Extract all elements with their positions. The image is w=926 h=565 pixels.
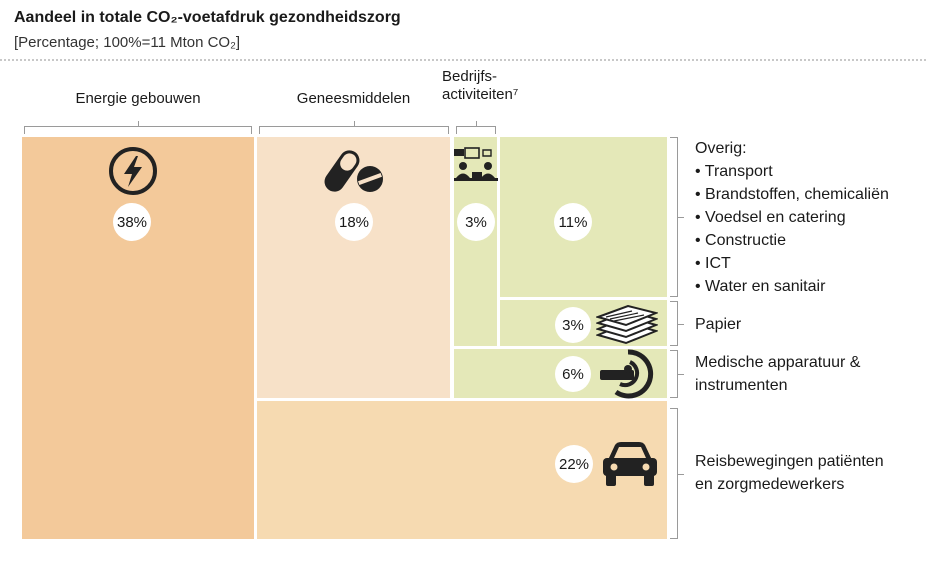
- data-label-energie-text: 38%: [116, 213, 148, 231]
- bracket-bedrijfs: [456, 121, 496, 134]
- cell-energie: [22, 137, 254, 539]
- bracket-papier: [670, 301, 684, 346]
- legend-overig-title: Overig:: [695, 140, 747, 157]
- cell-bedrijfs: [454, 137, 497, 346]
- paper-stack-icon: [596, 305, 658, 345]
- bracket-geneesmiddelen: [259, 121, 449, 134]
- group-label-bedrijfsactiviteiten: Bedrijfs- activiteiten⁷: [432, 68, 522, 104]
- bracket-overig: [670, 137, 684, 297]
- legend-medisch-line2: instrumenten: [695, 377, 788, 394]
- data-label-medisch-text: 6%: [562, 365, 584, 383]
- data-label-papier: 3%: [555, 307, 591, 343]
- data-label-reis: 22%: [555, 445, 593, 483]
- group-label-bedrijfs-text: Bedrijfs- activiteiten⁷: [442, 68, 519, 103]
- bracket-reis: [670, 408, 684, 539]
- data-label-bedrijfs-text: 3%: [465, 213, 487, 231]
- data-label-medisch: 6%: [555, 356, 591, 392]
- legend-reis-line2: en zorgmedewerkers: [695, 476, 845, 493]
- legend-overig-item: Transport: [695, 160, 889, 183]
- legend-medisch-line1: Medische apparatuur &: [695, 354, 861, 371]
- data-label-geneesmiddelen-text: 18%: [338, 213, 370, 231]
- legend-overig-item: ICT: [695, 252, 889, 275]
- group-label-geneesmiddelen: Geneesmiddelen: [296, 90, 411, 107]
- group-label-energie: Energie gebouwen: [75, 90, 201, 107]
- data-label-overig: 11%: [554, 203, 592, 241]
- bracket-energie: [24, 121, 252, 134]
- legend-medisch: Medische apparatuur & instrumenten: [695, 351, 860, 397]
- office-desk-icon: [454, 147, 498, 181]
- lightning-icon: [109, 147, 157, 195]
- legend-overig-item: Brandstoffen, chemicaliën: [695, 183, 889, 206]
- legend-overig-item: Voedsel en catering: [695, 206, 889, 229]
- separator: [0, 59, 926, 61]
- legend-overig-list: Transport Brandstoffen, chemicaliën Voed…: [695, 160, 889, 298]
- data-label-reis-text: 22%: [558, 455, 590, 473]
- cell-reis: [257, 401, 667, 539]
- pills-icon: [324, 150, 383, 192]
- legend-overig-item: Constructie: [695, 229, 889, 252]
- data-label-papier-text: 3%: [562, 316, 584, 334]
- data-label-geneesmiddelen: 18%: [335, 203, 373, 241]
- legend-reis-line1: Reisbewegingen patiënten: [695, 453, 884, 470]
- legend-reis: Reisbewegingen patiënten en zorgmedewerk…: [695, 450, 884, 496]
- legend-overig: Overig: Transport Brandstoffen, chemical…: [695, 137, 889, 298]
- data-label-bedrijfs: 3%: [457, 203, 495, 241]
- data-label-overig-text: 11%: [558, 213, 588, 231]
- bracket-medisch: [670, 350, 684, 398]
- data-label-energie: 38%: [113, 203, 151, 241]
- cell-geneesmiddelen: [257, 137, 450, 398]
- legend-overig-item: Water en sanitair: [695, 275, 889, 298]
- chart-subtitle: [Percentage; 100%=11 Mton CO₂]: [14, 34, 241, 51]
- legend-papier: Papier: [695, 316, 742, 333]
- chart-title: Aandeel in totale CO₂-voetafdruk gezondh…: [14, 9, 401, 26]
- mri-scanner-icon: [600, 349, 654, 399]
- car-icon: [603, 442, 657, 486]
